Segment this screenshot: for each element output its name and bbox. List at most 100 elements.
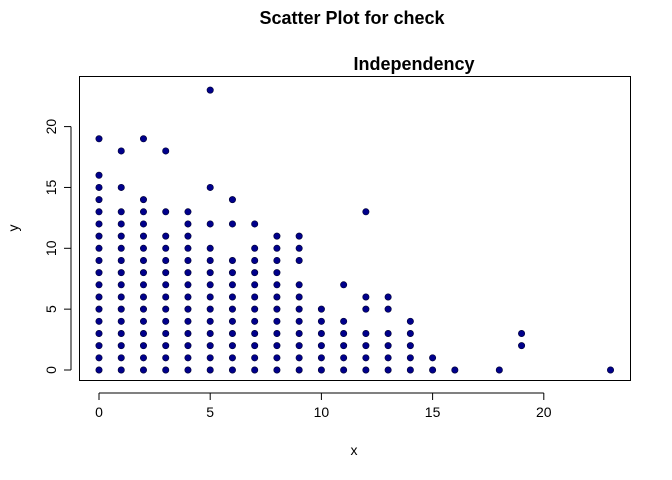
data-point (384, 366, 392, 374)
data-point (317, 354, 325, 362)
data-point (228, 342, 236, 350)
data-point (317, 342, 325, 350)
data-point (95, 366, 103, 374)
data-point (495, 366, 503, 374)
chart-title: Scatter Plot for check (259, 8, 445, 28)
y-axis: 0 5 10 15 20 (43, 119, 72, 374)
data-point (139, 342, 147, 350)
data-point (139, 256, 147, 264)
data-point (384, 329, 392, 337)
data-point (162, 281, 170, 289)
plot-area-frame (79, 76, 631, 381)
data-point (362, 342, 370, 350)
data-point (95, 208, 103, 216)
data-point (317, 329, 325, 337)
data-point (95, 293, 103, 301)
data-point (251, 220, 259, 228)
data-point (95, 196, 103, 204)
data-point (95, 135, 103, 143)
data-point (162, 269, 170, 277)
data-point (117, 256, 125, 264)
data-point (162, 208, 170, 216)
data-point (251, 342, 259, 350)
data-point (251, 256, 259, 264)
data-point (273, 244, 281, 252)
data-point (273, 305, 281, 313)
data-point (117, 269, 125, 277)
chart-subtitle: Independency (353, 54, 474, 74)
data-point (518, 329, 526, 337)
data-point (206, 354, 214, 362)
data-point (273, 354, 281, 362)
data-point (273, 232, 281, 240)
data-point (340, 329, 348, 337)
data-point (518, 342, 526, 350)
data-point (117, 244, 125, 252)
data-point (139, 232, 147, 240)
data-point (162, 147, 170, 155)
data-point (295, 366, 303, 374)
data-point (184, 232, 192, 240)
x-tick-label: 0 (95, 404, 103, 420)
data-point (384, 354, 392, 362)
data-point (117, 232, 125, 240)
data-point (184, 317, 192, 325)
data-point (384, 293, 392, 301)
data-point (162, 354, 170, 362)
data-point (162, 305, 170, 313)
data-point (295, 329, 303, 337)
data-point (228, 196, 236, 204)
data-point (117, 317, 125, 325)
data-point (406, 317, 414, 325)
data-point (340, 354, 348, 362)
data-point (184, 269, 192, 277)
data-point (95, 220, 103, 228)
data-point (95, 281, 103, 289)
data-point (95, 183, 103, 191)
data-points (95, 86, 615, 374)
data-point (295, 244, 303, 252)
data-point (295, 232, 303, 240)
data-point (251, 269, 259, 277)
data-point (184, 366, 192, 374)
x-tick-label: 20 (536, 404, 552, 420)
data-point (206, 183, 214, 191)
data-point (206, 269, 214, 277)
data-point (184, 208, 192, 216)
x-axis: 0 5 10 15 20 (95, 392, 552, 420)
data-point (340, 317, 348, 325)
data-point (184, 329, 192, 337)
data-point (162, 329, 170, 337)
data-point (184, 342, 192, 350)
data-point (184, 244, 192, 252)
y-tick-label: 5 (43, 305, 59, 313)
data-point (429, 366, 437, 374)
data-point (228, 366, 236, 374)
y-tick-label: 0 (43, 366, 59, 374)
data-point (228, 305, 236, 313)
data-point (184, 281, 192, 289)
data-point (273, 269, 281, 277)
data-point (206, 220, 214, 228)
data-point (184, 220, 192, 228)
data-point (228, 317, 236, 325)
data-point (206, 317, 214, 325)
data-point (251, 305, 259, 313)
data-point (139, 220, 147, 228)
data-point (117, 220, 125, 228)
data-point (362, 293, 370, 301)
data-point (228, 281, 236, 289)
data-point (228, 256, 236, 264)
data-point (117, 281, 125, 289)
data-point (340, 366, 348, 374)
data-point (95, 244, 103, 252)
data-point (162, 293, 170, 301)
data-point (139, 208, 147, 216)
data-point (295, 256, 303, 264)
x-axis-label: x (351, 442, 358, 458)
data-point (117, 342, 125, 350)
data-point (228, 354, 236, 362)
data-point (317, 305, 325, 313)
data-point (273, 293, 281, 301)
